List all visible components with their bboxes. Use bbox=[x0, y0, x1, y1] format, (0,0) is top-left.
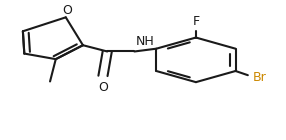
Text: O: O bbox=[98, 81, 108, 94]
Text: Br: Br bbox=[253, 71, 267, 84]
Text: NH: NH bbox=[136, 35, 155, 48]
Text: F: F bbox=[192, 16, 199, 28]
Text: O: O bbox=[62, 4, 72, 17]
